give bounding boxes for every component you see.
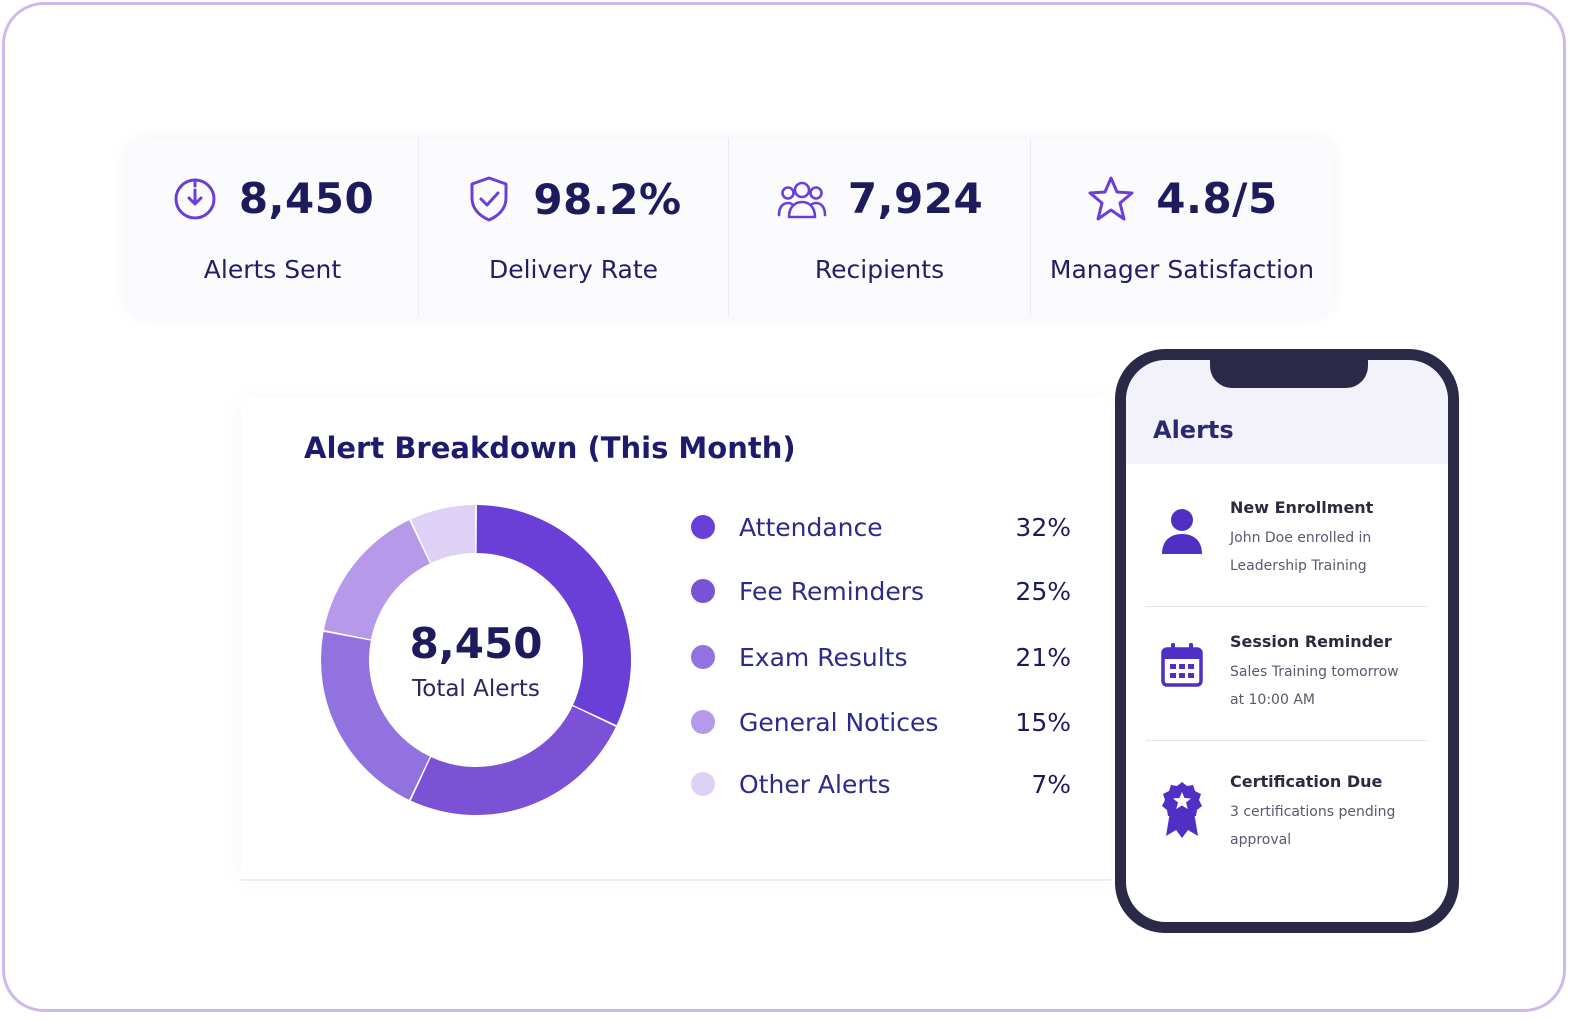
legend-label: Attendance	[739, 512, 883, 542]
stat-value: 7,924	[847, 174, 984, 223]
phone-title: Alerts	[1153, 416, 1234, 444]
donut-chart	[321, 505, 631, 815]
breakdown-title: Alert Breakdown (This Month)	[304, 431, 796, 465]
notification-line: at 10:00 AM	[1230, 692, 1315, 708]
legend-percentage: 15%	[1015, 707, 1071, 737]
notification-body: John Doe enrolled in Leadership Training	[1230, 524, 1430, 580]
legend-label: Fee Reminders	[739, 576, 925, 606]
phone-screen: Alerts New Enrollment John Doe enrolled …	[1126, 360, 1448, 922]
certificate-badge-icon	[1158, 780, 1206, 838]
legend-item: General Notices 15%	[691, 702, 1071, 742]
phone-mockup: Alerts New Enrollment John Doe enrolled …	[1115, 349, 1459, 933]
stat-label: Manager Satisfaction	[1049, 255, 1315, 284]
stat-label: Alerts Sent	[203, 255, 342, 284]
shield-check-icon	[465, 174, 513, 224]
notification-item[interactable]: Certification Due 3 certifications pendi…	[1146, 752, 1428, 880]
donut-slice-attendance	[476, 505, 631, 726]
stat-value: 4.8/5	[1156, 174, 1278, 223]
donut-total-label: Total Alerts	[412, 675, 540, 702]
stat-label: Delivery Rate	[488, 255, 659, 284]
notification-title: New Enrollment	[1230, 498, 1374, 517]
legend-label: Exam Results	[739, 642, 908, 672]
calendar-icon	[1158, 640, 1206, 692]
clock-alert-icon	[171, 175, 219, 223]
phone-notch	[1210, 360, 1368, 388]
legend-dot	[691, 579, 715, 603]
donut-total-value: 8,450	[409, 618, 543, 668]
legend-percentage: 21%	[1015, 642, 1071, 672]
notification-body: Sales Training tomorrow at 10:00 AM	[1230, 658, 1430, 714]
notification-line: Sales Training tomorrow	[1230, 664, 1399, 680]
stat-alerts-sent: 8,450 Alerts Sent	[127, 138, 419, 316]
notification-title: Session Reminder	[1230, 632, 1392, 651]
stat-delivery-rate: 98.2% Delivery Rate	[419, 138, 729, 316]
donut-slice-general-notices	[323, 520, 430, 640]
notification-item[interactable]: New Enrollment John Doe enrolled in Lead…	[1146, 478, 1428, 607]
donut-slice-exam-results	[321, 631, 430, 800]
phone-header: Alerts	[1126, 360, 1448, 464]
notification-line: approval	[1230, 832, 1292, 848]
users-icon	[776, 177, 828, 221]
legend-item: Other Alerts 7%	[691, 764, 1071, 804]
legend-item: Attendance 32%	[691, 507, 1071, 547]
stat-manager-satisfaction: 4.8/5 Manager Satisfaction	[1031, 138, 1333, 316]
stat-label: Recipients	[814, 255, 945, 284]
notification-line: 3 certifications pending	[1230, 804, 1396, 820]
notification-title: Certification Due	[1230, 772, 1383, 791]
stats-strip: 8,450 Alerts Sent 98.2% Delivery Rate	[127, 138, 1333, 316]
star-icon	[1086, 175, 1136, 223]
notification-item[interactable]: Session Reminder Sales Training tomorrow…	[1146, 612, 1428, 741]
legend-percentage: 25%	[1015, 576, 1071, 606]
donut-slice-other-alerts	[410, 505, 476, 563]
stat-value: 98.2%	[533, 174, 682, 224]
legend-dot	[691, 515, 715, 539]
stat-recipients: 7,924 Recipients	[729, 138, 1031, 316]
stat-value: 8,450	[238, 174, 375, 223]
person-icon	[1158, 506, 1206, 558]
notification-body: 3 certifications pending approval	[1230, 798, 1430, 854]
legend-percentage: 7%	[1031, 769, 1071, 799]
notification-line: John Doe enrolled in	[1230, 530, 1372, 546]
legend-item: Exam Results 21%	[691, 637, 1071, 677]
legend-label: Other Alerts	[739, 769, 891, 799]
legend-dot	[691, 645, 715, 669]
legend-dot	[691, 772, 715, 796]
legend-label: General Notices	[739, 707, 939, 737]
alert-breakdown-card: Alert Breakdown (This Month) 8,450 Total…	[241, 397, 1111, 881]
donut-center: 8,450 Total Alerts	[316, 500, 636, 820]
legend-dot	[691, 710, 715, 734]
notification-line: Leadership Training	[1230, 558, 1367, 574]
donut-slice-fee-reminders	[410, 706, 616, 815]
legend-percentage: 32%	[1015, 512, 1071, 542]
legend-item: Fee Reminders 25%	[691, 571, 1071, 611]
